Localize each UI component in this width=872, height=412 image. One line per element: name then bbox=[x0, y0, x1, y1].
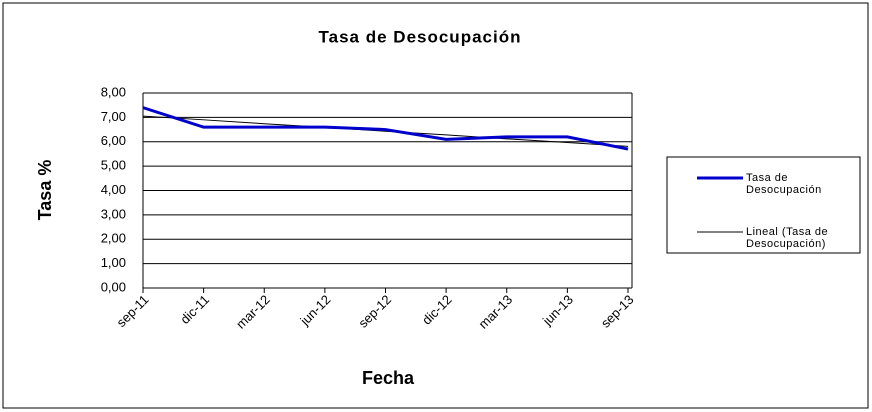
y-tick-label: 1,00 bbox=[101, 255, 126, 270]
y-tick-label: 0,00 bbox=[101, 279, 126, 294]
legend-label: Lineal (Tasa de Desocupación) bbox=[746, 226, 829, 250]
data-line bbox=[142, 106, 629, 151]
legend-label: Tasa de Desocupación bbox=[746, 172, 822, 196]
trend-line bbox=[142, 115, 629, 147]
y-tick-label: 6,00 bbox=[101, 133, 126, 148]
y-axis-label: Tasa % bbox=[35, 160, 55, 221]
y-tick-label: 5,00 bbox=[101, 158, 126, 173]
chart-title: Tasa de Desocupación bbox=[319, 27, 522, 46]
x-axis-label: Fecha bbox=[362, 368, 415, 388]
y-tick-label: 7,00 bbox=[101, 109, 126, 124]
y-tick-label: 3,00 bbox=[101, 206, 126, 221]
y-tick-label: 8,00 bbox=[101, 84, 126, 99]
y-tick-label: 2,00 bbox=[101, 231, 126, 246]
legend-box bbox=[666, 156, 861, 254]
y-tick-label: 4,00 bbox=[101, 182, 126, 197]
